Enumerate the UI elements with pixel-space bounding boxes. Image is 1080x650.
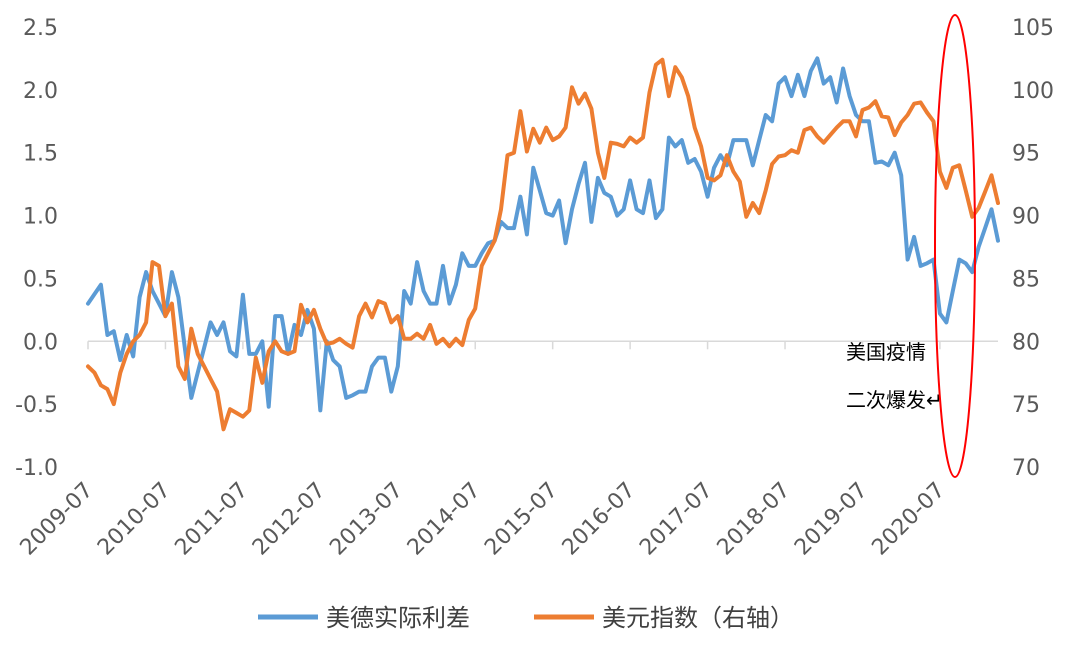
x-tick-label: 2015-07 bbox=[480, 478, 563, 561]
y-right-tick-label: 100 bbox=[1012, 79, 1054, 104]
x-tick-label: 2011-07 bbox=[170, 478, 253, 561]
annotation-line-1: 美国疫情 bbox=[846, 340, 926, 364]
x-tick-label: 2017-07 bbox=[635, 478, 718, 561]
y-right-tick-label: 85 bbox=[1012, 267, 1040, 292]
y-left-tick-label: 0.5 bbox=[23, 267, 58, 292]
rate-spread-line bbox=[86, 56, 1000, 413]
series-lines bbox=[86, 56, 1000, 432]
legend: 美德实际利差 美元指数（右轴） bbox=[258, 604, 794, 632]
x-tick-label: 2019-07 bbox=[790, 478, 873, 561]
y-left-tick-label: 1.5 bbox=[23, 142, 58, 167]
annotation-line-2: 二次爆发↵ bbox=[846, 388, 943, 412]
y-left-tick-label: -1.0 bbox=[15, 456, 58, 481]
legend-label: 美德实际利差 bbox=[326, 604, 470, 632]
y-right-tick-label: 80 bbox=[1012, 330, 1040, 355]
y-right-tick-label: 90 bbox=[1012, 205, 1040, 230]
y-right-tick-label: 75 bbox=[1012, 393, 1040, 418]
x-tick-label: 2018-07 bbox=[713, 478, 796, 561]
x-tick-label: 2014-07 bbox=[403, 478, 486, 561]
x-tick-label: 2010-07 bbox=[93, 478, 176, 561]
y-left-tick-label: 1.0 bbox=[23, 205, 58, 230]
y-right-tick-label: 105 bbox=[1012, 16, 1054, 41]
highlight-ellipse bbox=[934, 14, 976, 478]
y-left-tick-label: 0.0 bbox=[23, 330, 58, 355]
x-tick-label: 2016-07 bbox=[558, 478, 641, 561]
y-left-tick-label: -0.5 bbox=[15, 393, 58, 418]
dollar-index-line bbox=[86, 57, 1000, 432]
x-tick-label: 2009-07 bbox=[16, 478, 99, 561]
y-right-tick-label: 95 bbox=[1012, 142, 1040, 167]
y-right-tick-label: 70 bbox=[1012, 456, 1040, 481]
x-tick-label: 2012-07 bbox=[248, 478, 331, 561]
x-tick-label: 2020-07 bbox=[867, 478, 950, 561]
legend-label: 美元指数（右轴） bbox=[602, 604, 794, 632]
y-left-tick-label: 2.0 bbox=[23, 79, 58, 104]
y-left-tick-label: 2.5 bbox=[23, 16, 58, 41]
x-tick-label: 2013-07 bbox=[325, 478, 408, 561]
